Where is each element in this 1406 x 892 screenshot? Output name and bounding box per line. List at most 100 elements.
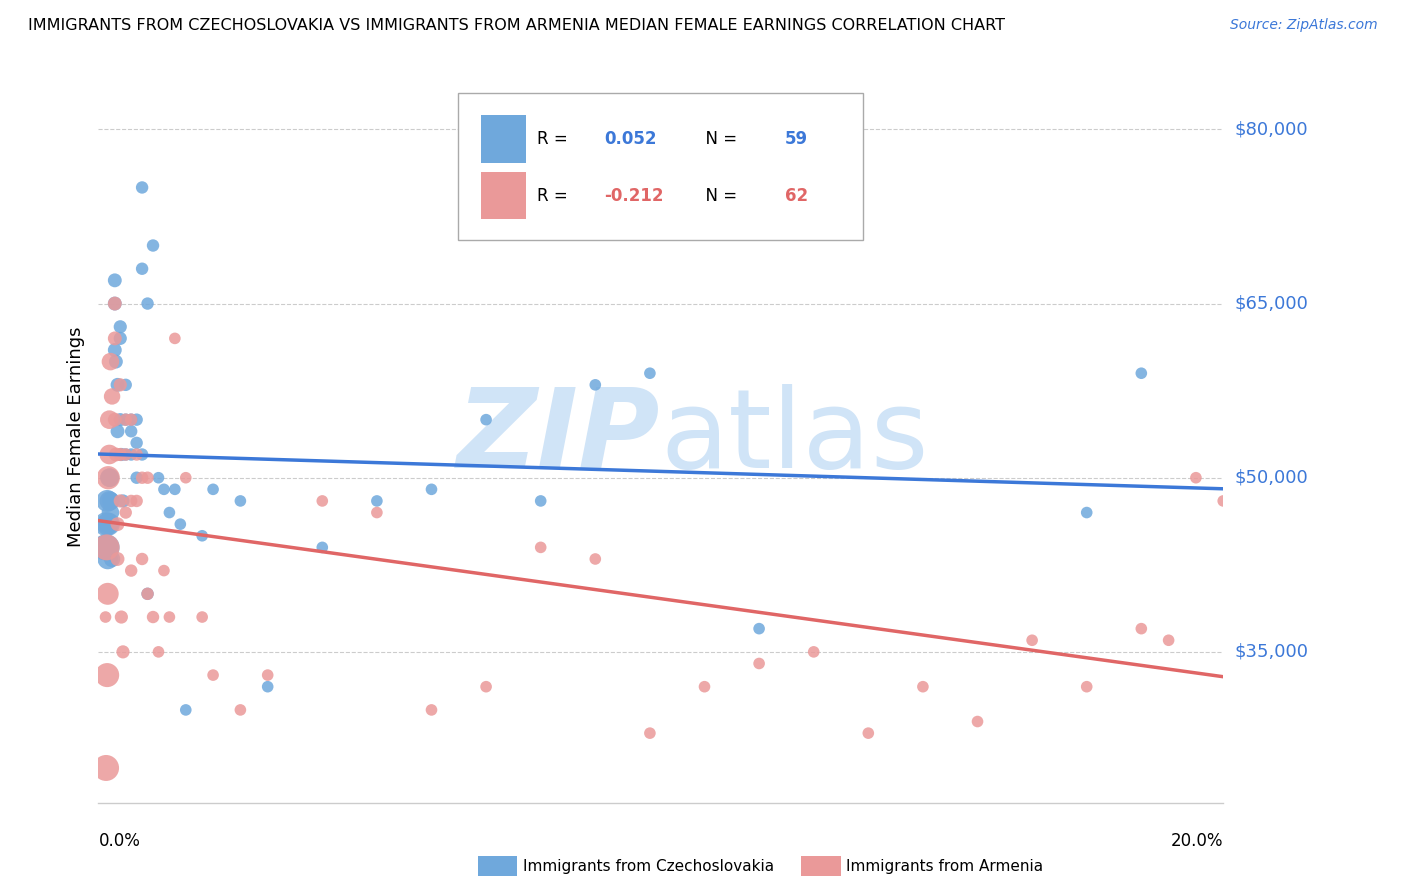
Point [148, 645, 170, 659]
Point [638, 366, 661, 380]
Point [311, 494, 333, 508]
Point [174, 703, 197, 717]
Point [125, 494, 148, 508]
Point [748, 622, 770, 636]
Point [420, 703, 443, 717]
Point [97, 517, 120, 532]
Point [110, 377, 132, 392]
Point [475, 680, 498, 694]
Point [94, 541, 117, 555]
Point [530, 494, 553, 508]
Point [107, 552, 129, 566]
Text: 0.052: 0.052 [605, 129, 657, 148]
Point [107, 424, 129, 438]
Point [96, 668, 118, 682]
FancyBboxPatch shape [481, 171, 526, 219]
Point [114, 448, 136, 462]
Point [1185, 471, 1208, 485]
Point [148, 471, 170, 485]
Point [583, 377, 606, 392]
Point [110, 319, 132, 334]
Point [583, 552, 606, 566]
Point [110, 412, 132, 426]
Text: R =: R = [537, 186, 574, 204]
Point [104, 273, 127, 287]
Point [104, 296, 127, 310]
Point [191, 529, 214, 543]
Point [100, 506, 122, 520]
Point [110, 448, 132, 462]
Point [169, 517, 191, 532]
Point [191, 610, 214, 624]
Point [131, 448, 153, 462]
Point [157, 506, 180, 520]
Point [1076, 680, 1098, 694]
Point [104, 331, 127, 345]
Text: $65,000: $65,000 [1234, 294, 1309, 312]
Point [111, 645, 134, 659]
Point [110, 610, 132, 624]
Point [125, 471, 148, 485]
Point [120, 494, 142, 508]
Text: Immigrants from Czechoslovakia: Immigrants from Czechoslovakia [523, 859, 775, 873]
Point [163, 331, 186, 345]
Point [94, 610, 117, 624]
Point [202, 668, 225, 682]
Point [114, 448, 136, 462]
Point [911, 680, 934, 694]
Point [101, 552, 124, 566]
Text: 62: 62 [785, 186, 807, 204]
Point [131, 552, 153, 566]
Point [96, 494, 118, 508]
Point [101, 389, 124, 403]
Point [104, 412, 127, 426]
Point [153, 564, 176, 578]
Point [98, 494, 121, 508]
Point [97, 471, 120, 485]
Point [1212, 494, 1234, 508]
Point [174, 471, 197, 485]
Point [96, 541, 118, 555]
Point [110, 494, 132, 508]
Point [98, 412, 121, 426]
FancyBboxPatch shape [458, 94, 863, 240]
Text: N =: N = [695, 186, 742, 204]
Point [125, 448, 148, 462]
Point [100, 354, 122, 368]
Point [98, 471, 121, 485]
Point [1076, 506, 1098, 520]
Text: Immigrants from Armenia: Immigrants from Armenia [846, 859, 1043, 873]
Point [420, 483, 443, 497]
Point [97, 587, 120, 601]
Point [1130, 622, 1153, 636]
Point [136, 296, 159, 310]
Point [114, 412, 136, 426]
Point [131, 471, 153, 485]
Text: Source: ZipAtlas.com: Source: ZipAtlas.com [1230, 18, 1378, 32]
Point [142, 238, 165, 252]
Text: ZIP: ZIP [457, 384, 661, 491]
Point [966, 714, 988, 729]
Point [803, 645, 825, 659]
Point [748, 657, 770, 671]
Point [120, 448, 142, 462]
Point [107, 377, 129, 392]
Point [858, 726, 880, 740]
Point [100, 494, 122, 508]
Point [256, 668, 278, 682]
Point [229, 703, 252, 717]
Point [131, 261, 153, 276]
Point [114, 506, 136, 520]
Point [1130, 366, 1153, 380]
Y-axis label: Median Female Earnings: Median Female Earnings [66, 326, 84, 548]
Point [638, 726, 661, 740]
Text: 59: 59 [785, 129, 807, 148]
Point [136, 587, 159, 601]
Text: 20.0%: 20.0% [1171, 832, 1223, 850]
Point [157, 610, 180, 624]
Point [114, 412, 136, 426]
Text: IMMIGRANTS FROM CZECHOSLOVAKIA VS IMMIGRANTS FROM ARMENIA MEDIAN FEMALE EARNINGS: IMMIGRANTS FROM CZECHOSLOVAKIA VS IMMIGR… [28, 18, 1005, 33]
Text: $35,000: $35,000 [1234, 643, 1309, 661]
Point [256, 680, 278, 694]
Point [104, 343, 127, 357]
